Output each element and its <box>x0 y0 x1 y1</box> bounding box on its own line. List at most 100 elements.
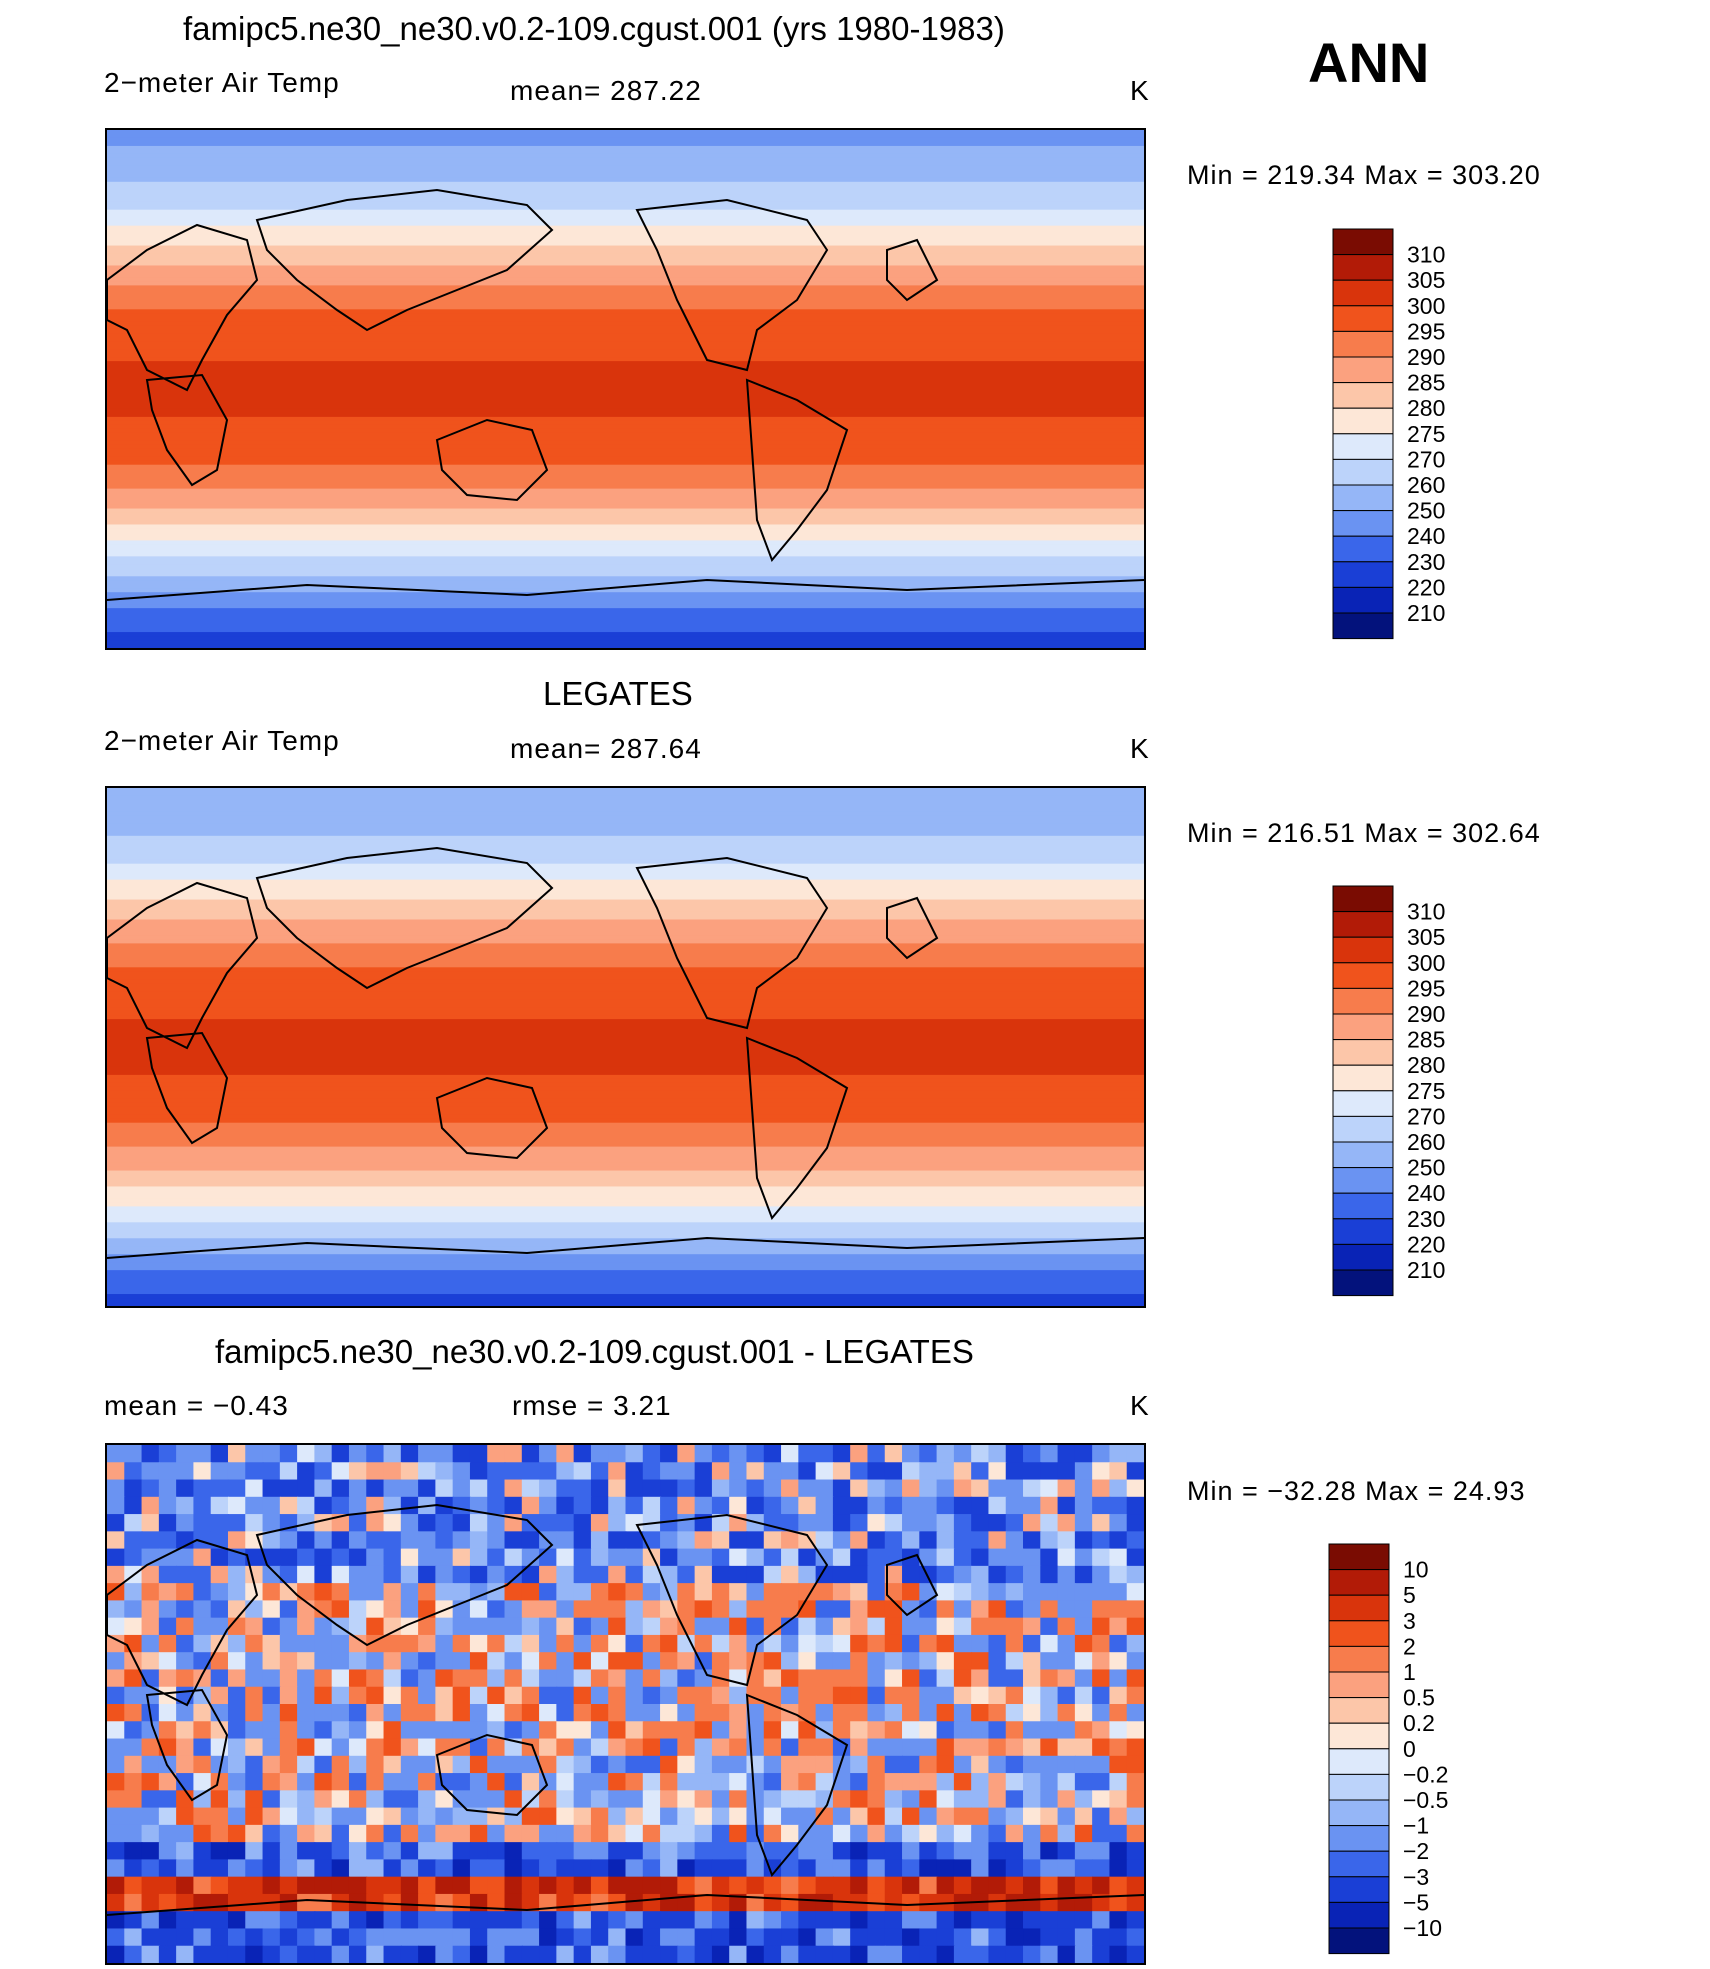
field-cell <box>625 1652 644 1671</box>
field-cell <box>158 1531 178 1550</box>
field-cell <box>469 1945 489 1963</box>
field-cell <box>107 1652 126 1671</box>
field-cell <box>902 1686 921 1705</box>
field-cell <box>971 1755 990 1775</box>
field-cell <box>331 1824 350 1844</box>
field-cell <box>832 1928 852 1947</box>
field-cell <box>936 1928 955 1947</box>
field-cell <box>625 1445 644 1464</box>
field-cell <box>660 1876 679 1895</box>
field-cell <box>1005 1686 1025 1705</box>
field-cell <box>418 1945 437 1963</box>
field-band <box>107 1043 1144 1048</box>
field-cell <box>245 1583 264 1602</box>
field-cell <box>418 1548 437 1567</box>
field-cell <box>694 1479 713 1498</box>
colorbar-swatch <box>1328 1671 1390 1699</box>
field-cell <box>107 1531 126 1550</box>
field-cell <box>297 1479 316 1498</box>
field-cell <box>107 1565 126 1585</box>
field-band <box>107 1262 1144 1268</box>
field-band <box>107 971 1144 977</box>
field-cell <box>1074 1686 1094 1705</box>
field-cell <box>418 1445 437 1464</box>
field-cell <box>832 1738 852 1757</box>
field-cell <box>107 1704 126 1723</box>
field-cell <box>988 1721 1007 1740</box>
field-cell <box>1109 1790 1128 1809</box>
field-band <box>107 420 1144 426</box>
field-band <box>107 281 1144 287</box>
field-band <box>107 389 1144 394</box>
field-cell <box>1109 1773 1128 1792</box>
field-cell <box>193 1531 212 1550</box>
field-cell <box>850 1876 869 1895</box>
field-band <box>107 788 1144 793</box>
field-cell <box>677 1652 696 1671</box>
field-cell <box>418 1479 437 1498</box>
field-band <box>107 197 1144 203</box>
field-cell <box>331 1531 350 1550</box>
field-cell <box>539 1738 558 1757</box>
field-cell <box>124 1790 143 1809</box>
field-band <box>107 604 1144 610</box>
field-cell <box>227 1790 247 1809</box>
field-cell <box>521 1928 541 1947</box>
field-cell <box>521 1445 541 1464</box>
field-cell <box>1126 1755 1144 1775</box>
field-cell <box>781 1893 800 1913</box>
colorbar-swatch <box>1328 1543 1390 1571</box>
field-cell <box>608 1755 627 1775</box>
field-cell <box>348 1531 368 1550</box>
panel-3-mean-label: mean = −0.43 <box>104 1390 289 1421</box>
colorbar-swatch <box>1328 1748 1390 1775</box>
field-band <box>107 616 1144 622</box>
field-cell <box>711 1548 731 1567</box>
field-cell <box>297 1583 316 1602</box>
field-band <box>107 1286 1144 1292</box>
field-cell <box>815 1721 834 1740</box>
field-cell <box>660 1773 679 1792</box>
field-cell <box>988 1600 1007 1619</box>
field-cell <box>366 1548 385 1567</box>
field-cell <box>227 1686 247 1705</box>
field-band <box>107 369 1144 375</box>
field-cell <box>832 1617 852 1636</box>
field-cell <box>1109 1445 1128 1464</box>
field-band <box>107 931 1144 937</box>
field-cell <box>521 1496 541 1516</box>
field-cell <box>763 1496 783 1516</box>
field-cell <box>1074 1617 1094 1636</box>
field-cell <box>694 1652 713 1671</box>
field-cell <box>850 1928 869 1947</box>
field-cell <box>1057 1755 1076 1775</box>
field-cell <box>400 1738 420 1757</box>
field-cell <box>625 1842 644 1861</box>
field-cell <box>988 1583 1007 1602</box>
field-cell <box>815 1824 834 1844</box>
field-cell <box>832 1911 852 1930</box>
field-cell <box>366 1876 385 1895</box>
field-band <box>107 1047 1144 1052</box>
field-cell <box>158 1445 178 1464</box>
field-cell <box>660 1755 679 1775</box>
field-cell <box>487 1462 506 1481</box>
field-band <box>107 500 1144 506</box>
field-cell <box>107 1634 126 1654</box>
field-band <box>107 217 1144 223</box>
field-cell <box>366 1617 385 1636</box>
field-cell <box>677 1600 696 1619</box>
field-band <box>107 580 1144 586</box>
field-cell <box>227 1824 247 1844</box>
field-cell <box>919 1600 938 1619</box>
field-band <box>107 919 1144 925</box>
field-cell <box>279 1773 299 1792</box>
field-cell <box>331 1755 350 1775</box>
field-cell <box>366 1928 385 1947</box>
field-band <box>107 130 1144 135</box>
field-cell <box>936 1600 955 1619</box>
field-cell <box>1126 1531 1144 1550</box>
field-cell <box>746 1617 765 1636</box>
colorbar-tick-label: 250 <box>1407 498 1445 524</box>
field-cell <box>487 1704 506 1723</box>
